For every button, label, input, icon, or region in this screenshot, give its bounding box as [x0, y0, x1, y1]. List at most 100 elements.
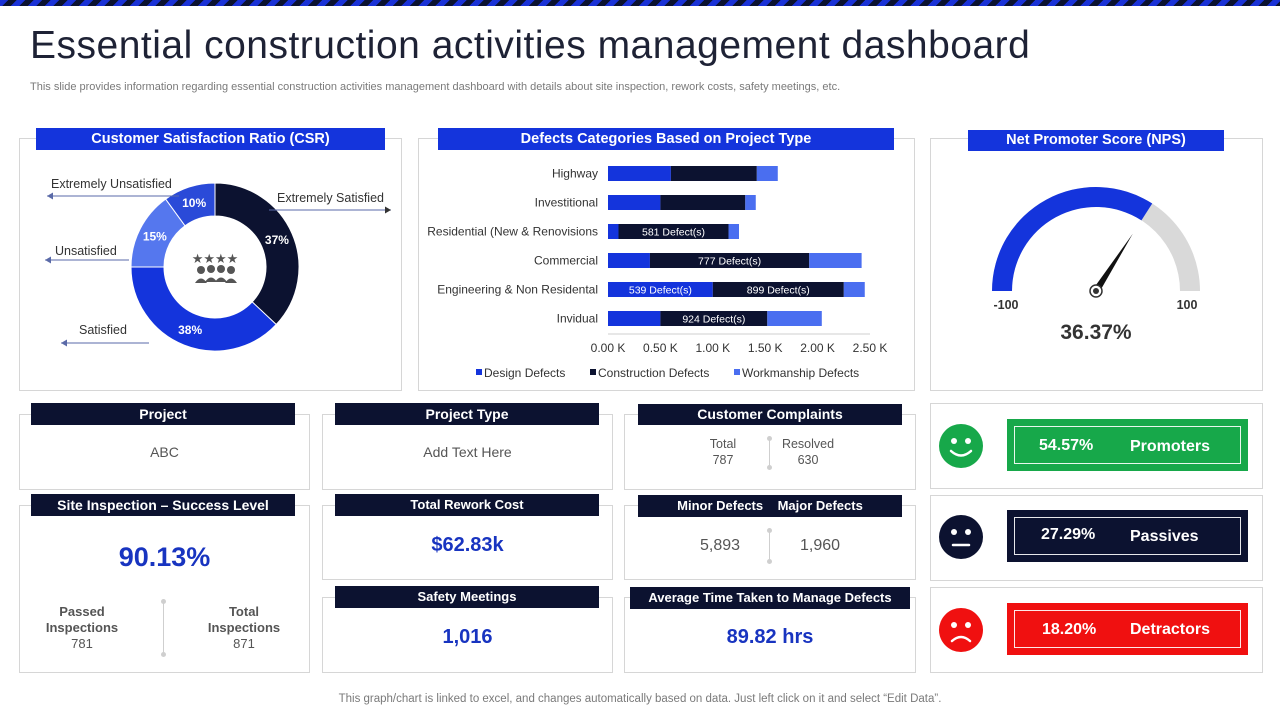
legend-label: Construction Defects — [598, 366, 709, 380]
total-label-2: Inspections — [207, 620, 281, 635]
bar-segment-construction-defects — [660, 311, 768, 326]
nps-value: 36.37% — [1060, 321, 1132, 344]
smiley-sad-icon — [939, 608, 983, 652]
page-title: Essential construction activities manage… — [30, 24, 1031, 67]
total-inspections: Total Inspections 871 — [192, 604, 296, 652]
promoters-label: Promoters — [1130, 438, 1211, 455]
passed-value: 781 — [71, 636, 93, 651]
legend-label: Workmanship Defects — [742, 366, 859, 380]
csr-label-unsatisfied: Unsatisfied — [55, 244, 117, 258]
bar-segment-design-defects — [608, 253, 650, 268]
donut-label-3: 10% — [182, 196, 206, 210]
bar-segment-workmanship-defects — [767, 311, 822, 326]
bar-data-label: 539 Defect(s) — [629, 285, 692, 297]
category-label: Commercial — [534, 254, 598, 268]
complaints-resolved: Resolved 630 — [776, 436, 840, 468]
promoters-value: 54.57% — [1039, 437, 1094, 454]
safety-title: Safety Meetings — [335, 586, 599, 608]
donut-label-1: 38% — [178, 323, 202, 337]
donut-slice-extremely-unsatisfied — [164, 182, 216, 227]
category-label: Residential (New & Renovisions — [427, 225, 598, 239]
legend-label: Design Defects — [484, 366, 565, 380]
total-label-1: Total — [228, 604, 260, 619]
minor-major-card — [624, 505, 916, 580]
csr-label-extremely-unsatisfied: Extremely Unsatisfied — [51, 177, 172, 191]
bar-segment-design-defects — [608, 224, 619, 239]
bar-segment-design-defects — [608, 311, 661, 326]
top-stripe — [0, 0, 1280, 6]
passed-label-1: Passed — [59, 604, 105, 619]
bar-data-label: 924 Defect(s) — [682, 314, 745, 326]
donut-label-2: 15% — [143, 229, 167, 243]
minor-major-divider — [767, 528, 772, 564]
rework-value: $62.83k — [431, 534, 504, 556]
complaints-card — [624, 414, 916, 490]
x-tick-label: 2.50 K — [853, 341, 888, 355]
defects-bar-chart: Highway Investitional Residential (New & R… — [427, 166, 888, 380]
gauge-needle — [1093, 233, 1133, 293]
bar-segment-workmanship-defects — [809, 253, 862, 268]
safety-value: 1,016 — [442, 626, 493, 648]
rework-card — [322, 505, 613, 580]
major-defects-title: Major Defects — [777, 498, 863, 513]
passed-label-2: Inspections — [45, 620, 119, 635]
minor-defects-value: 5,893 — [699, 537, 741, 554]
defects-title: Defects Categories Based on Project Type — [438, 128, 894, 150]
csr-title: Customer Satisfaction Ratio (CSR) — [36, 128, 385, 150]
project-value: ABC — [150, 444, 179, 460]
gauge-min-label: -100 — [993, 298, 1018, 312]
project-type-card — [322, 414, 613, 490]
x-tick-label: 2.00 K — [800, 341, 835, 355]
passives-box: 27.29% Passives — [1007, 510, 1248, 562]
minor-major-header: Minor Defects Major Defects — [638, 495, 902, 517]
svg-text:★★★★: ★★★★ — [192, 252, 239, 267]
x-tick-label: 0.50 K — [643, 341, 678, 355]
x-tick-label: 1.50 K — [748, 341, 783, 355]
complaints-title: Customer Complaints — [638, 404, 902, 425]
site-inspection-title: Site Inspection – Success Level — [31, 494, 295, 516]
passives-value: 27.29% — [1041, 526, 1096, 543]
complaints-total-label: Total — [709, 437, 737, 451]
complaints-divider — [767, 436, 772, 470]
total-value: 871 — [233, 636, 255, 651]
complaints-total: Total 787 — [692, 436, 754, 468]
category-label: Engineering & Non Residental — [437, 283, 598, 297]
bar-segment-design-defects — [608, 166, 671, 181]
bar-segment-workmanship-defects — [756, 166, 778, 181]
bar-segment-construction-defects — [670, 166, 757, 181]
project-title: Project — [31, 403, 295, 425]
detractors-value: 18.20% — [1042, 621, 1097, 638]
category-label: Highway — [552, 167, 598, 181]
bar-segment-construction-defects — [660, 195, 746, 210]
bar-data-label: 581 Defect(s) — [642, 227, 705, 239]
detractors-label: Detractors — [1130, 621, 1211, 638]
major-defects-value: 1,960 — [799, 537, 841, 554]
avg-time-title: Average Time Taken to Manage Defects — [630, 587, 910, 609]
detractors-box: 18.20% Detractors — [1007, 603, 1248, 655]
category-label: Invidual — [557, 312, 598, 326]
donut-slice-extremely-satisfied — [214, 182, 300, 326]
project-card — [19, 414, 310, 490]
crowd-icon: ★★★★ — [192, 252, 239, 283]
bar-segment-construction-defects — [618, 224, 729, 239]
passives-label: Passives — [1130, 528, 1199, 545]
bar-segment-workmanship-defects — [843, 282, 865, 297]
project-type-value: Add Text Here — [423, 444, 512, 460]
nps-title: Net Promoter Score (NPS) — [968, 130, 1224, 151]
bar-data-label: 777 Defect(s) — [698, 256, 761, 268]
donut-label-0: 37% — [265, 233, 289, 247]
bar-data-label: 899 Defect(s) — [747, 285, 810, 297]
gauge-fill — [992, 186, 1153, 291]
avg-time-card — [624, 597, 916, 673]
category-label: Investitional — [535, 196, 598, 210]
safety-card — [322, 597, 613, 673]
avg-time-value: 89.82 hrs — [726, 626, 814, 648]
smiley-neutral-icon — [939, 515, 983, 559]
bar-segment-workmanship-defects — [728, 224, 739, 239]
bar-segment-design-defects — [608, 282, 713, 297]
donut-slice-satisfied — [130, 266, 277, 352]
bar-segment-construction-defects — [649, 253, 810, 268]
legend-swatch — [590, 369, 596, 375]
legend-swatch — [734, 369, 740, 375]
complaints-resolved-label: Resolved — [781, 437, 835, 451]
